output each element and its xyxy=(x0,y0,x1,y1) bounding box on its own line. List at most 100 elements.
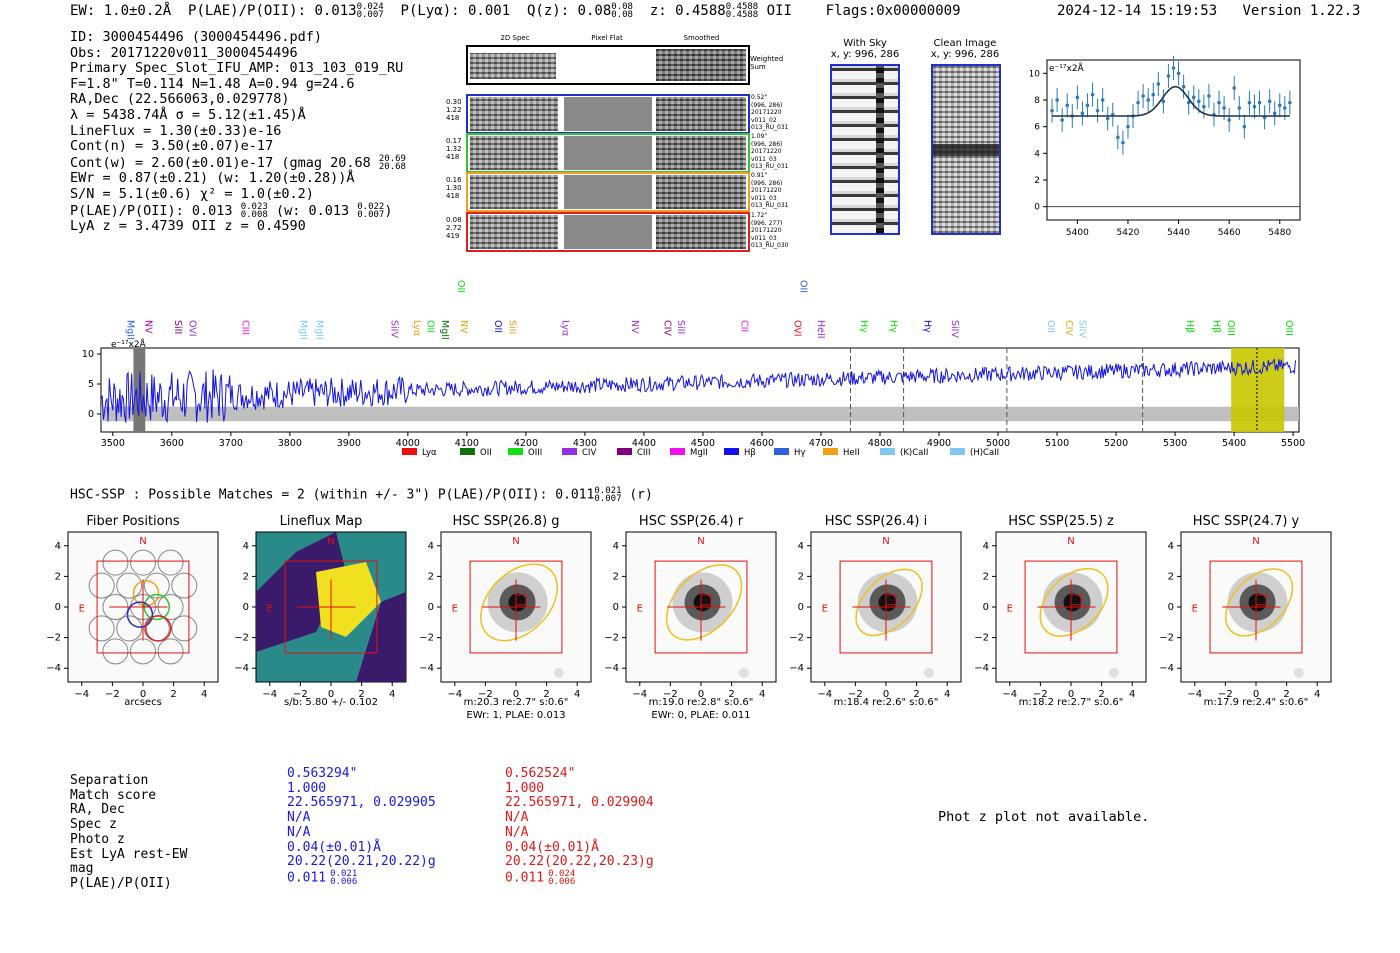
line-fit-ytick: 8 xyxy=(1034,96,1040,106)
cutout-title: HSC SSP(26.4) r xyxy=(638,514,744,529)
spec2d-row-left-value: 0.30 xyxy=(446,98,462,106)
full-spectrum-xtick: 4100 xyxy=(455,438,479,449)
match-label: Match score xyxy=(70,787,157,803)
info-lya: LyA z = 3.4739 OII z = 0.4590 xyxy=(70,218,306,235)
legend-label: (H)CaII xyxy=(970,448,999,458)
compass-north: N xyxy=(697,536,704,547)
spec2d-row-right-value: (996, 286) xyxy=(751,101,783,109)
cutout-ytick: −2 xyxy=(974,633,989,644)
line-fit-ytick: 6 xyxy=(1034,123,1040,133)
line-fit-point xyxy=(1156,82,1161,86)
neighbor-source xyxy=(1293,667,1304,678)
cutout-caption: m:18.2 re:2.7" s:0.6" xyxy=(1018,697,1124,708)
line-fit-point xyxy=(1176,71,1181,76)
cutout-center-box xyxy=(885,594,897,606)
cutout-xtick: 2 xyxy=(543,689,549,700)
compass-north: N xyxy=(882,536,889,547)
spec2d-row-smoothed-image xyxy=(656,215,746,249)
line-fit-point xyxy=(1257,100,1262,105)
cutout-ytick: −2 xyxy=(1159,633,1174,644)
line-fit-point xyxy=(1288,100,1292,105)
spec2d-row-left-value: 418 xyxy=(446,192,460,200)
match-value-text: 0.011 xyxy=(505,870,545,886)
match-value-text: N/A xyxy=(287,810,311,826)
cutout-ytick: 0 xyxy=(243,602,249,613)
line-fit-point xyxy=(1146,98,1150,102)
spec2d-row xyxy=(466,212,750,252)
fiber-circle xyxy=(102,549,129,576)
cutout-xtick: 2 xyxy=(170,689,176,700)
spectral-line-label: SiII xyxy=(506,320,517,334)
line-fit-point xyxy=(1283,106,1287,110)
legend-swatch xyxy=(670,448,685,455)
cutout-title: HSC SSP(25.5) z xyxy=(1008,514,1114,529)
neighbor-source xyxy=(738,667,749,678)
spectral-line-label: OII xyxy=(1045,320,1056,333)
cutout-ytick: 0 xyxy=(798,602,804,613)
cutout-caption: arcsecs xyxy=(124,697,162,708)
with-sky-image xyxy=(830,64,900,235)
with-sky-label: With Sky xyxy=(843,38,887,49)
spec2d-row-left-labels: 0.17 1.32 418 xyxy=(446,137,466,161)
spectral-line-label: OII xyxy=(455,280,466,293)
spec2d-row-right-value: (996, 286) xyxy=(751,140,783,148)
line-fit-plot: e⁻¹⁷x2Å 5400 5420 5440 5460 5480 10 8 6 4 2 0 xyxy=(1030,55,1301,238)
cutout-box xyxy=(1209,560,1303,654)
neighbor-source xyxy=(1108,667,1119,678)
info-contw: Cont(w) = 2.60(±0.01)e-17 (gmag 20.68 20… xyxy=(70,153,406,172)
legend-label: (K)CaII xyxy=(900,448,928,458)
hsc-title-hi: 0.021 xyxy=(594,486,622,496)
info-contn: Cont(n) = 3.50(±0.07)e-17 xyxy=(70,138,274,155)
cutout-xtick: −2 xyxy=(1218,689,1233,700)
aperture-ellipse xyxy=(665,564,743,641)
cutout-xtick: 4 xyxy=(1129,689,1135,700)
legend-swatch xyxy=(880,448,895,455)
spec2d-row-right-labels: 1.09" (996, 286) 20171220 v011_03 013_RU_031 xyxy=(751,133,801,171)
compass-east: E xyxy=(79,604,85,615)
spectral-line-label: MgII xyxy=(125,320,136,340)
cutout-xtick: −2 xyxy=(1033,689,1048,700)
line-fit-point xyxy=(1237,106,1242,110)
line-fit-xtick: 5480 xyxy=(1268,228,1291,238)
match-blue-column: 0.563294" 1.000 22.565971, 0.029905 N/A N/A 0… xyxy=(287,766,436,886)
spectral-line-label: MgII xyxy=(439,320,450,340)
spec2d-row-right-value: 013_RU_031 xyxy=(751,124,789,131)
with-sky-trace xyxy=(876,66,884,233)
cutout-caption: m:20.3 re:2.7" s:0.6" xyxy=(463,697,569,708)
spectral-line-label: CII xyxy=(738,320,749,332)
cutout-xtick: 2 xyxy=(358,689,364,700)
cutout-ytick: 4 xyxy=(798,541,804,552)
cutout-xtick: 0 xyxy=(513,689,519,700)
fiber-circle xyxy=(157,638,184,665)
line-fit-point xyxy=(1090,92,1095,97)
match-value-text: 0.04(±0.01)Å xyxy=(287,839,381,855)
spectral-line-label: OIII xyxy=(1283,320,1294,336)
spectral-line-label: SiII xyxy=(172,320,183,334)
match-value-text: 1.000 xyxy=(287,780,327,796)
line-fit-point xyxy=(1227,118,1231,122)
cutout-box xyxy=(284,560,378,654)
full-spectrum-xtick: 3700 xyxy=(219,438,243,449)
match-value: 0.562524" xyxy=(505,766,654,782)
spec2d-row-right-value: 0.52" xyxy=(751,94,768,101)
spec2d-row xyxy=(466,94,750,134)
info-plae-text: P(LAE)/P(OII): 0.013 xyxy=(70,202,233,219)
match-label: P(LAE)/P(OII) xyxy=(70,875,172,891)
spec2d-row-right-value: 013_RU_030 xyxy=(751,242,789,249)
fiber-circle xyxy=(171,572,198,599)
info-contw-hi: 20.69 xyxy=(378,153,406,164)
spec2d-row-left-value: 1.32 xyxy=(446,145,462,153)
cutout-box xyxy=(654,560,748,654)
spectral-line-label: OIII xyxy=(1225,320,1236,336)
legend-swatch xyxy=(460,448,475,455)
line-fit-point xyxy=(1171,66,1176,70)
cutout-xtick: −4 xyxy=(817,689,832,700)
spec2d-row xyxy=(466,133,750,173)
aperture-ellipse xyxy=(480,563,559,642)
cutout-center-box xyxy=(1070,594,1082,606)
full-spectrum-ytick: 5 xyxy=(88,379,94,390)
full-spectrum-ytick: 0 xyxy=(88,409,94,420)
cutout-ytick: 2 xyxy=(798,571,804,582)
header-datetime: 2024-12-14 15:19:53 xyxy=(1057,3,1218,19)
cutout-title: HSC SSP(26.8) g xyxy=(452,514,560,529)
